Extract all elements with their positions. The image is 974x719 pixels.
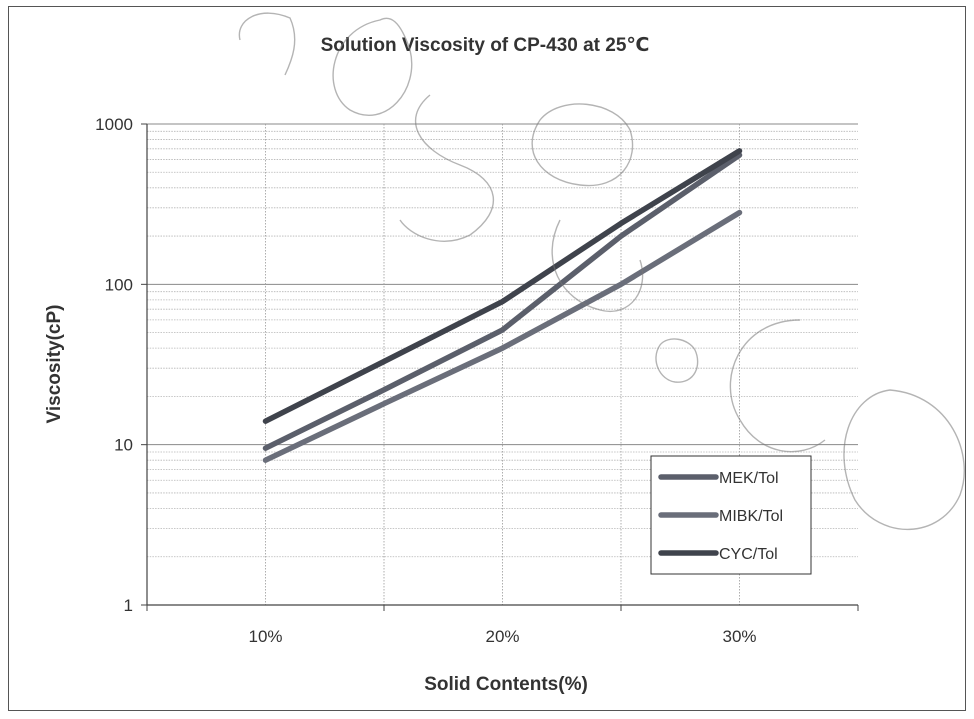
legend-label: MIBK/Tol bbox=[719, 508, 783, 525]
x-tick-label: 10% bbox=[248, 627, 282, 646]
series-layer bbox=[262, 148, 743, 463]
watermark-outline-letters bbox=[238, 12, 965, 531]
axes bbox=[146, 124, 858, 606]
y-tick-label: 1 bbox=[124, 596, 133, 615]
series-line bbox=[262, 209, 743, 463]
legend-label: MEK/Tol bbox=[719, 470, 779, 487]
y-tick-label: 100 bbox=[105, 275, 133, 294]
y-tick-label: 1000 bbox=[95, 115, 133, 134]
y-tick-label: 10 bbox=[114, 436, 133, 455]
chart-title: Solution Viscosity of CP-430 at 25℃ bbox=[321, 35, 650, 56]
ticks: 1 10 100 1000 10% 20% 30% bbox=[95, 115, 859, 646]
series-line bbox=[262, 148, 743, 424]
x-axis-label: Solid Contents(%) bbox=[424, 674, 588, 695]
x-tick-label: 30% bbox=[722, 627, 756, 646]
legend: MEK/Tol MIBK/Tol CYC/Tol bbox=[650, 455, 812, 575]
x-tick-label: 20% bbox=[485, 627, 519, 646]
legend-label: CYC/Tol bbox=[719, 546, 778, 563]
y-axis-label: Viscosity(cP) bbox=[44, 305, 65, 424]
series-line bbox=[262, 152, 743, 451]
